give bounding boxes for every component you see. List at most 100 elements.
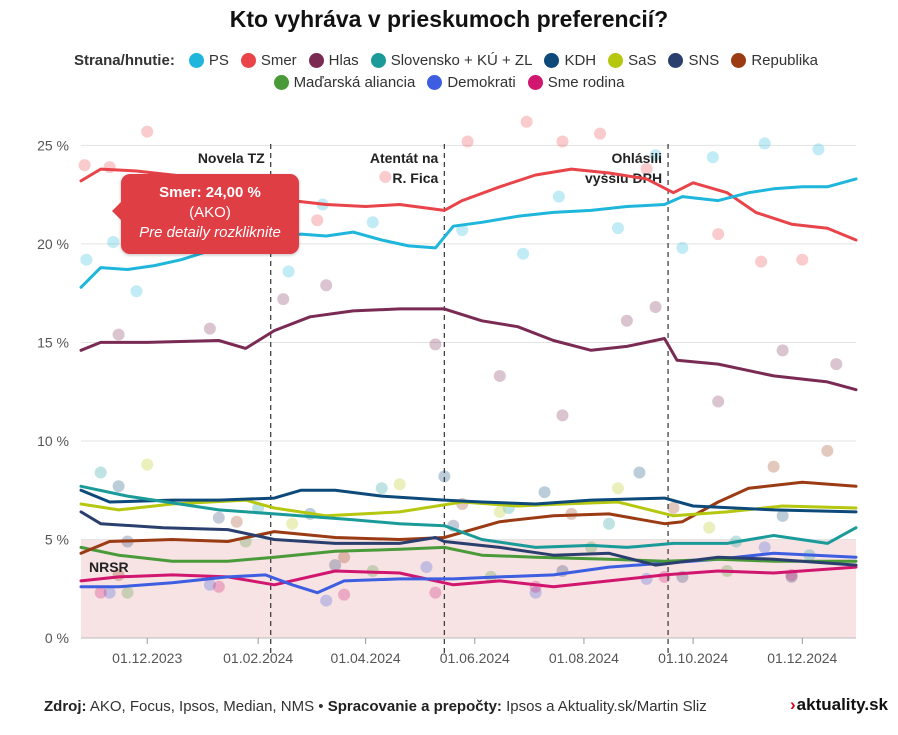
legend-item-smer[interactable]: Smer: [240, 52, 297, 69]
trend-line-slovensko-ku-zl: [79, 484, 858, 549]
poll-point-sme-rodina: [658, 570, 671, 583]
poll-point-ps: [611, 222, 624, 235]
poll-point-smer: [141, 125, 154, 138]
footer-source: Zdroj: AKO, Focus, Ipsos, Median, NMS • …: [44, 698, 707, 715]
event-label: Novela TZ: [198, 150, 265, 166]
brand-logo[interactable]: ›aktuality.sk: [790, 695, 888, 715]
poll-point-sas: [141, 458, 154, 471]
legend-dot-icon: [544, 53, 560, 68]
poll-point-republika: [667, 501, 680, 514]
legend-row-2: Maďarská aliancia Demokrati Sme rodina: [0, 74, 898, 91]
poll-point-sas: [611, 482, 624, 495]
tooltip-hint: Pre detaily rozkliknite: [139, 224, 281, 241]
legend-item-sas[interactable]: SaS: [608, 52, 656, 69]
trend-line-hlas: [79, 307, 858, 392]
poll-point-sas: [703, 521, 716, 534]
poll-point-kdh: [633, 466, 646, 479]
poll-point-smer: [379, 170, 392, 183]
poll-point-sme-rodina: [94, 586, 107, 599]
trend-line-kdh: [79, 488, 858, 514]
poll-point-ps: [366, 216, 379, 229]
poll-point-sas: [393, 478, 406, 491]
poll-point-ps: [282, 265, 295, 278]
poll-point-ps: [107, 235, 120, 248]
poll-point-smer: [78, 159, 91, 172]
y-tick-label: 0 %: [45, 630, 69, 646]
poll-point-ps: [676, 241, 689, 254]
poll-point-smer: [796, 253, 809, 266]
poll-point-sas: [493, 505, 506, 518]
poll-point-ps: [649, 149, 662, 162]
legend-item-slovensko-ku-zl[interactable]: Slovensko + KÚ + ZL: [370, 52, 533, 69]
poll-point-slovensko-ku-zl: [375, 482, 388, 495]
poll-point-smer: [594, 127, 607, 140]
legend-label: Sme rodina: [547, 74, 625, 91]
poll-point-slovensko-ku-zl: [603, 517, 616, 530]
legend-item-sme-rodina[interactable]: Sme rodina: [527, 74, 625, 91]
legend-title: Strana/hnutie:: [73, 52, 175, 69]
legend-item-madarska-aliancia[interactable]: Maďarská aliancia: [273, 74, 415, 91]
brand-chevron-icon: ›: [789, 695, 796, 714]
legend-label: Hlas: [328, 52, 359, 69]
trend-line-sns: [79, 510, 858, 567]
poll-point-demokrati: [420, 561, 433, 574]
processing-text: Ipsos a Aktuality.sk/Martin Sliz: [506, 698, 707, 715]
processing-label: Spracovanie a prepočty:: [327, 698, 502, 715]
poll-point-madarska-aliancia: [585, 541, 598, 554]
legend-dot-icon: [273, 75, 289, 90]
poll-point-ps: [80, 253, 93, 266]
legend-dot-icon: [308, 53, 324, 68]
legend-item-kdh[interactable]: KDH: [544, 52, 596, 69]
poll-point-smer: [461, 135, 474, 148]
poll-point-hlas: [776, 344, 789, 357]
legend-label: SNS: [688, 52, 720, 69]
tooltip-value: Smer: 24,00 %: [159, 184, 261, 201]
legend-item-demokrati[interactable]: Demokrati: [427, 74, 516, 91]
smer-tooltip[interactable]: Smer: 24,00 % (AKO) Pre detaily rozklikn…: [112, 174, 299, 254]
x-tick-label: 01.12.2024: [767, 650, 837, 666]
poll-point-demokrati: [758, 541, 771, 554]
poll-point-kdh: [438, 470, 451, 483]
y-tick-label: 15 %: [37, 334, 69, 350]
legend-label: Smer: [260, 52, 297, 69]
legend-label: Demokrati: [447, 74, 516, 91]
poll-point-republika: [767, 460, 780, 473]
threshold-label: NRSR: [89, 559, 129, 575]
event-label: Ohlásili: [611, 150, 662, 166]
trend-line-republika: [79, 480, 858, 555]
legend-item-hlas[interactable]: Hlas: [308, 52, 359, 69]
poll-point-slovensko-ku-zl: [94, 466, 107, 479]
x-tick-label: 01.08.2024: [549, 650, 619, 666]
legend-item-republika[interactable]: Republika: [731, 52, 818, 69]
legend-dot-icon: [370, 53, 386, 68]
legend-dot-icon: [188, 53, 204, 68]
poll-point-republika: [338, 551, 351, 564]
x-tick-label: 01.06.2024: [440, 650, 510, 666]
poll-point-sme-rodina: [338, 588, 351, 601]
poll-point-ps: [456, 224, 469, 237]
poll-point-demokrati: [320, 594, 333, 607]
source-text: AKO, Focus, Ipsos, Median, NMS: [89, 698, 315, 715]
poll-point-demokrati: [529, 586, 542, 599]
poll-point-ps: [812, 143, 825, 156]
poll-point-smer: [755, 255, 768, 268]
poll-point-smer: [311, 214, 324, 227]
y-tick-label: 10 %: [37, 433, 69, 449]
legend-dot-icon: [240, 53, 256, 68]
poll-point-smer: [520, 115, 533, 128]
poll-point-sns: [329, 559, 342, 572]
poll-point-smer: [712, 228, 725, 241]
poll-point-sme-rodina: [212, 580, 225, 593]
poll-point-ps: [706, 151, 719, 164]
threshold-band: [81, 539, 856, 638]
y-tick-label: 20 %: [37, 236, 69, 252]
poll-point-hlas: [429, 338, 442, 351]
event-label: Atentát na: [370, 150, 439, 166]
poll-point-ps: [758, 137, 771, 150]
poll-point-ps: [552, 190, 565, 203]
legend-label: Slovensko + KÚ + ZL: [390, 52, 533, 69]
legend-label: KDH: [564, 52, 597, 69]
legend-item-sns[interactable]: SNS: [668, 52, 719, 69]
legend-item-ps[interactable]: PS: [188, 52, 229, 69]
